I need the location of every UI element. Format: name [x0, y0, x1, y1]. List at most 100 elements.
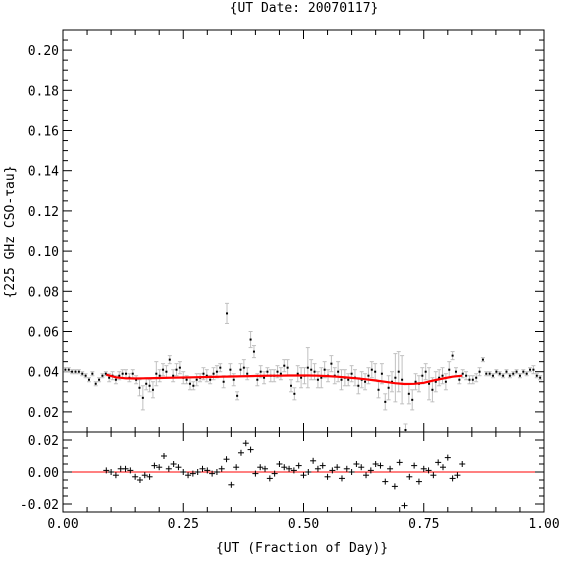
data-point: [263, 376, 266, 379]
data-point: [215, 370, 218, 373]
data-point: [404, 428, 407, 431]
data-point: [279, 372, 282, 375]
data-point: [411, 398, 414, 401]
data-point: [283, 364, 286, 367]
data-point: [168, 358, 171, 361]
data-point: [512, 372, 515, 375]
data-point: [138, 386, 141, 389]
data-point: [313, 370, 316, 373]
data-point: [293, 392, 296, 395]
data-point: [148, 384, 151, 387]
data-point: [202, 372, 205, 375]
y-tick-label: 0.02: [28, 406, 59, 421]
data-point: [340, 378, 343, 381]
data-point: [498, 372, 501, 375]
data-point: [448, 368, 451, 371]
data-point: [518, 374, 521, 377]
data-point: [529, 368, 532, 371]
data-point: [185, 378, 188, 381]
data-point: [434, 380, 437, 383]
data-point: [239, 368, 242, 371]
x-tick-label: 0.25: [168, 517, 199, 532]
data-point: [67, 368, 70, 371]
data-point: [125, 372, 128, 375]
data-point: [289, 384, 292, 387]
data-point: [502, 374, 505, 377]
data-point: [337, 370, 340, 373]
data-point: [441, 374, 444, 377]
data-point: [357, 384, 360, 387]
data-point: [300, 376, 303, 379]
data-point: [104, 372, 107, 375]
data-point: [370, 368, 373, 371]
data-point: [380, 372, 383, 375]
data-point: [121, 372, 124, 375]
y-tick-label: 0.02: [28, 434, 59, 449]
data-point: [485, 372, 488, 375]
data-point: [178, 366, 181, 369]
y-tick-label: 0.20: [28, 44, 59, 59]
data-point: [488, 372, 491, 375]
data-point: [249, 338, 252, 341]
data-point: [465, 374, 468, 377]
data-point: [252, 350, 255, 353]
data-point: [195, 378, 198, 381]
y-tick-label: 0.12: [28, 205, 59, 220]
data-point: [158, 374, 161, 377]
data-point: [414, 380, 417, 383]
data-point: [397, 370, 400, 373]
data-point: [94, 382, 97, 385]
bottom-panel: -0.02 0.00 0.02 0.00 0.25 0.50 0.75 1.00: [20, 431, 560, 532]
data-point: [229, 368, 232, 371]
data-point: [296, 372, 299, 375]
y-tick-label: 0.16: [28, 125, 59, 140]
data-point: [454, 370, 457, 373]
data-point: [145, 382, 148, 385]
data-point: [151, 388, 154, 391]
x-tick-label: 0.75: [408, 517, 439, 532]
data-point: [387, 386, 390, 389]
data-point: [401, 378, 404, 381]
data-point: [515, 370, 518, 373]
data-point: [306, 366, 309, 369]
data-point: [131, 372, 134, 375]
y-axis-label: {225 GHz CSO-τau}: [3, 165, 18, 298]
data-point: [316, 378, 319, 381]
data-point: [74, 370, 77, 373]
data-point: [232, 378, 235, 381]
data-point: [478, 370, 481, 373]
data-point: [192, 384, 195, 387]
chart-title: {UT Date: 20070117}: [230, 1, 379, 16]
data-point: [276, 370, 279, 373]
data-point: [286, 366, 289, 369]
data-point: [532, 368, 535, 371]
data-point: [377, 388, 380, 391]
data-point: [259, 370, 262, 373]
data-point: [374, 370, 377, 373]
data-point: [98, 378, 101, 381]
y-tick-label: 0.04: [28, 366, 59, 381]
data-point: [320, 376, 323, 379]
data-point: [188, 382, 191, 385]
data-point: [205, 374, 208, 377]
data-point: [431, 388, 434, 391]
data-point: [118, 374, 121, 377]
data-point: [242, 366, 245, 369]
data-point: [101, 374, 104, 377]
x-axis-label: {UT (Fraction of Day)}: [216, 541, 388, 556]
data-point: [222, 380, 225, 383]
data-point: [64, 368, 67, 371]
data-point: [461, 372, 464, 375]
data-point: [310, 368, 313, 371]
data-point: [141, 396, 144, 399]
top-panel: 0.02 0.04 0.06 0.08 0.10 0.12 0.14 0.16 0.18 0.20: [28, 29, 545, 433]
data-point: [475, 376, 478, 379]
data-point: [438, 376, 441, 379]
data-point: [165, 370, 168, 373]
data-point: [468, 378, 471, 381]
data-point: [87, 378, 90, 381]
data-point: [508, 374, 511, 377]
data-point: [236, 394, 239, 397]
y-tick-label: -0.02: [20, 498, 59, 513]
data-point: [330, 362, 333, 365]
